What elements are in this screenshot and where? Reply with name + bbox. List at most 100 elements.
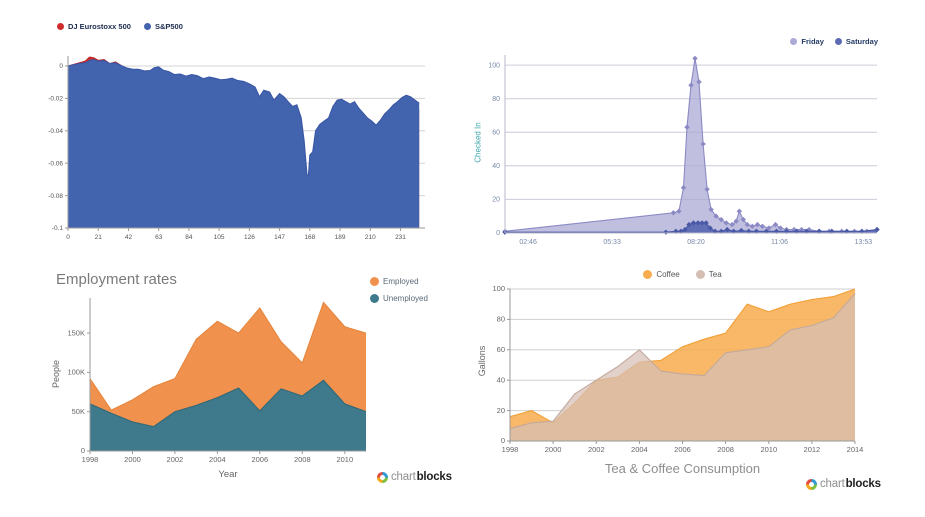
legend-label-coffee: Coffee	[656, 270, 680, 279]
chartblocks-logo-text-chart: chart	[820, 478, 845, 490]
svg-text:40: 40	[492, 163, 500, 170]
plot-employment: 0 50K 100K 150K 1998 2000 2002 2004 2006 2008 2010	[40, 265, 460, 495]
chart-svg: 0 20 40 60 80 100 02:46 05:33 08:20 11:06 13:53	[488, 55, 880, 246]
data-point-marker	[676, 208, 682, 214]
legend-label-unemployed: Unemployed	[383, 294, 428, 303]
legend-swatch-unemployed	[370, 294, 379, 303]
svg-text:11:06: 11:06	[771, 239, 788, 246]
tick-labels: 0-0.02-0.04-0.06-0.08-0.10 21 42 63 84 105 126…	[48, 63, 406, 241]
area-series-tea	[509, 293, 856, 441]
svg-text:2014: 2014	[847, 445, 864, 454]
x-axis-label-year: Year	[218, 469, 238, 480]
svg-text:2000: 2000	[545, 445, 562, 454]
svg-text:20: 20	[497, 406, 505, 415]
chartblocks-ring-icon	[806, 478, 817, 490]
svg-text:42: 42	[125, 234, 133, 241]
chartblocks-logo-text-chart: chart	[391, 471, 416, 483]
legend-swatch-saturday	[834, 38, 842, 45]
data-point-marker	[703, 220, 709, 226]
legend-item-unemployed: Unemployed	[370, 294, 428, 303]
legend-swatch-coffee	[643, 270, 653, 279]
svg-text:2008: 2008	[717, 445, 734, 454]
chartblocks-ring-icon	[377, 471, 388, 483]
svg-text:-0.08: -0.08	[48, 193, 63, 200]
data-point-marker	[700, 141, 706, 147]
svg-text:2004: 2004	[209, 455, 226, 464]
svg-text:100: 100	[492, 284, 505, 293]
chart-panel-index-returns: DJ Eurostoxx 500 S&P500 0 -0.02 -0.04 -0.06…	[40, 10, 440, 250]
legend-item-friday: Friday	[790, 37, 824, 46]
data-point-marker	[708, 206, 714, 213]
legend-swatch-tea	[695, 270, 705, 279]
svg-text:168: 168	[304, 234, 315, 241]
svg-text:-0.04: -0.04	[48, 128, 63, 135]
axes	[89, 298, 366, 452]
data-point-marker	[704, 186, 710, 192]
svg-text:189: 189	[335, 234, 346, 241]
svg-text:50K: 50K	[72, 407, 85, 416]
svg-text:210: 210	[365, 234, 376, 241]
legend-label-friday: Friday	[801, 37, 824, 46]
axes	[67, 56, 425, 229]
chartblocks-logo-text-blocks: blocks	[845, 478, 881, 490]
chart-svg: 0 50K 100K 150K 1998 2000 2002 2004 2006 2008 2010	[67, 298, 367, 464]
area-series-unemployed	[89, 379, 367, 451]
data-point-marker	[736, 208, 742, 214]
plot-index-returns: 0 -0.02 -0.04 -0.06 -0.08 -0.1 0 21 42 63 84 105 126…	[40, 10, 440, 250]
data-point-marker	[754, 221, 761, 228]
data-point-marker	[766, 225, 772, 231]
legend-swatch-employed	[370, 277, 379, 286]
legend-swatch-dj-eurostoxx	[57, 23, 64, 30]
svg-text:1998: 1998	[82, 455, 99, 464]
svg-text:126: 126	[244, 234, 255, 241]
data-point-marker	[663, 229, 669, 235]
area-series-friday	[502, 55, 880, 234]
legend-index-returns: DJ Eurostoxx 500 S&P500	[57, 22, 183, 31]
legend-label-tea: Tea	[708, 270, 722, 279]
chart-panel-beverages: Coffee Tea Gallons Tea & Coffee Consumpt…	[470, 262, 890, 502]
plot-checkins: 0 20 40 60 80 100 02:46 05:33 08:20 11:06 13:53	[470, 25, 890, 260]
legend-label-saturday: Saturday	[845, 37, 878, 46]
svg-text:-0.02: -0.02	[48, 96, 63, 103]
legend-swatch-friday	[790, 38, 798, 45]
svg-text:0: 0	[66, 234, 70, 241]
svg-text:2008: 2008	[294, 455, 311, 464]
chart-svg: 0-0.02-0.04-0.06-0.08-0.10 21 42 63 84 105 126…	[48, 56, 425, 241]
chartblocks-logo[interactable]: chart blocks	[806, 477, 881, 491]
svg-text:2000: 2000	[124, 455, 141, 464]
svg-text:1998: 1998	[502, 445, 519, 454]
tick-labels: 0 50K 100K 150K 1998 2000 2002 2004 2006 2008 2010	[67, 328, 353, 464]
legend-label-employed: Employed	[383, 277, 419, 286]
svg-text:0: 0	[81, 446, 85, 455]
data-point-marker	[759, 223, 766, 229]
legend-item-sp500: S&P500	[143, 22, 183, 31]
svg-text:2012: 2012	[804, 445, 821, 454]
svg-text:05:33: 05:33	[603, 239, 621, 246]
svg-text:0: 0	[59, 63, 63, 70]
axes	[504, 55, 877, 234]
svg-text:2006: 2006	[251, 455, 268, 464]
legend-beverages: Coffee Tea	[510, 270, 855, 279]
svg-text:2002: 2002	[167, 455, 184, 464]
svg-text:2004: 2004	[631, 445, 648, 454]
chartblocks-logo[interactable]: chart blocks	[377, 470, 452, 484]
svg-text:21: 21	[95, 234, 103, 241]
data-point-marker	[707, 225, 713, 231]
data-point-marker	[699, 220, 705, 226]
legend-checkins: Friday Saturday	[790, 37, 878, 46]
chart-title-beverages: Tea & Coffee Consumption	[604, 461, 761, 476]
svg-text:84: 84	[185, 234, 193, 241]
svg-text:2010: 2010	[760, 445, 777, 454]
legend-item-tea: Tea	[695, 270, 722, 279]
data-point-marker	[670, 210, 677, 216]
svg-text:40: 40	[497, 375, 505, 384]
area-series-s-p500	[67, 59, 420, 228]
data-point-marker	[713, 213, 719, 219]
svg-text:20: 20	[492, 197, 500, 204]
svg-text:147: 147	[274, 234, 285, 241]
svg-text:105: 105	[214, 234, 225, 241]
svg-text:100: 100	[488, 62, 500, 69]
svg-text:-0.06: -0.06	[48, 160, 63, 167]
legend-label-sp500: S&P500	[154, 22, 183, 31]
